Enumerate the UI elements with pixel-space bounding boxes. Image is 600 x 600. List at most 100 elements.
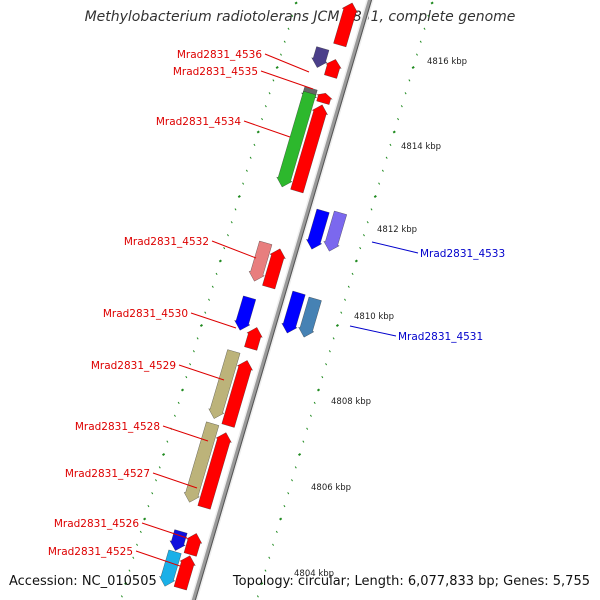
scale-labels: 4816 kbp 4814 kbp 4812 kbp 4810 kbp 4808 kbp…	[294, 57, 467, 579]
scale-tick	[166, 440, 169, 443]
label-leader-line	[141, 522, 188, 539]
scale-label: 4812 kbp	[377, 225, 417, 235]
scale-tick	[344, 298, 346, 301]
scale-tick	[347, 285, 350, 288]
cog-bar	[234, 295, 256, 331]
scale-tick	[199, 324, 203, 327]
gene-arrow	[306, 208, 330, 250]
scale-tick	[151, 492, 154, 495]
gene-arrow	[173, 555, 196, 591]
scale-tick	[204, 311, 207, 314]
scale-tick	[351, 272, 354, 276]
scale-tick	[143, 517, 147, 521]
scale-tick	[264, 569, 267, 572]
scale-label: 4806 kbp	[311, 483, 351, 493]
scale-tick	[249, 156, 252, 159]
scale-tick	[298, 453, 302, 456]
scale-tick	[411, 66, 415, 69]
label-leader-line	[371, 241, 419, 254]
label-leader-line	[162, 425, 209, 442]
scale-tick	[223, 246, 226, 250]
scale-tick	[256, 130, 260, 134]
scale-tick	[226, 234, 229, 237]
scale-tick	[397, 117, 400, 121]
scale-tick	[378, 182, 381, 185]
scale-tick	[335, 324, 339, 327]
scale-tick	[306, 427, 309, 430]
scale-tick	[268, 92, 271, 95]
scale-tick	[173, 414, 176, 417]
scale-tick	[215, 272, 218, 276]
gene-arrow	[197, 432, 232, 510]
label-leader-line	[349, 325, 397, 337]
scale-tick	[234, 208, 237, 211]
gene-arrow	[183, 533, 203, 557]
scale-tick	[128, 569, 131, 572]
scale-tick	[287, 492, 290, 495]
label-leader-line	[264, 53, 310, 73]
scale-tick	[359, 246, 362, 250]
scale-tick	[381, 169, 384, 172]
scale-tick	[245, 169, 248, 172]
scale-tick	[427, 14, 430, 18]
scale-tick	[242, 182, 245, 185]
scale-ticks	[120, 1, 434, 598]
gene-arrow	[262, 248, 286, 290]
scale-tick	[294, 466, 297, 469]
scale-tick	[309, 414, 312, 417]
scale-tick	[332, 337, 335, 340]
scale-tick	[404, 92, 407, 95]
gene-label: Mrad2831_4526	[54, 518, 139, 530]
scale-label: 4816 kbp	[427, 57, 467, 67]
gene-arrows	[173, 2, 358, 591]
scale-tick	[237, 195, 241, 198]
gene-label: Mrad2831_4533	[420, 248, 505, 260]
label-leader-line	[178, 364, 225, 381]
scale-tick	[419, 40, 422, 43]
scale-tick	[283, 40, 286, 43]
scale-tick	[132, 556, 135, 559]
scale-tick	[370, 208, 373, 211]
gene-label: Mrad2831_4535	[173, 66, 258, 78]
gene-label: Mrad2831_4530	[103, 308, 188, 320]
scale-tick	[120, 595, 123, 598]
scale-tick	[196, 337, 199, 340]
scale-tick	[124, 582, 128, 585]
scale-tick	[287, 27, 290, 30]
scale-tick	[279, 517, 283, 521]
scale-tick	[230, 221, 233, 224]
scale-label: 4810 kbp	[354, 312, 394, 322]
cog-bar	[159, 549, 182, 587]
gene-label: Mrad2831_4531	[398, 331, 483, 343]
scale-tick	[261, 117, 264, 121]
scale-tick	[430, 1, 434, 5]
scale-tick	[136, 543, 139, 546]
scale-tick	[162, 453, 166, 456]
gene-label: Mrad2831_4525	[48, 546, 133, 558]
gene-arrow	[324, 59, 342, 79]
scale-tick	[423, 27, 426, 30]
scale-tick	[325, 363, 328, 366]
scale-tick	[147, 504, 150, 508]
scale-tick	[385, 156, 388, 159]
accession-text: Accession: NC_010505	[9, 574, 157, 589]
scale-tick	[256, 595, 259, 598]
gene-label: Mrad2831_4532	[124, 236, 209, 248]
gene-labels: Mrad2831_4536 Mrad2831_4535 Mrad2831_4534 M…	[48, 49, 505, 558]
scale-tick	[139, 530, 142, 534]
map-title: Methylobacterium radiotolerans JCM 2831,…	[84, 9, 516, 25]
gene-arrow	[323, 210, 347, 252]
gene-arrow	[281, 290, 306, 334]
scale-tick	[158, 466, 161, 469]
cog-bar	[183, 421, 220, 503]
label-leader-line	[135, 550, 181, 567]
gene-label: Mrad2831_4527	[65, 468, 150, 480]
scale-tick	[192, 350, 195, 353]
scale-tick	[328, 350, 331, 353]
scale-tick	[177, 401, 180, 405]
scale-tick	[408, 79, 411, 82]
scale-tick	[279, 53, 282, 56]
label-leader-line	[152, 472, 198, 489]
scale-tick	[291, 479, 293, 482]
